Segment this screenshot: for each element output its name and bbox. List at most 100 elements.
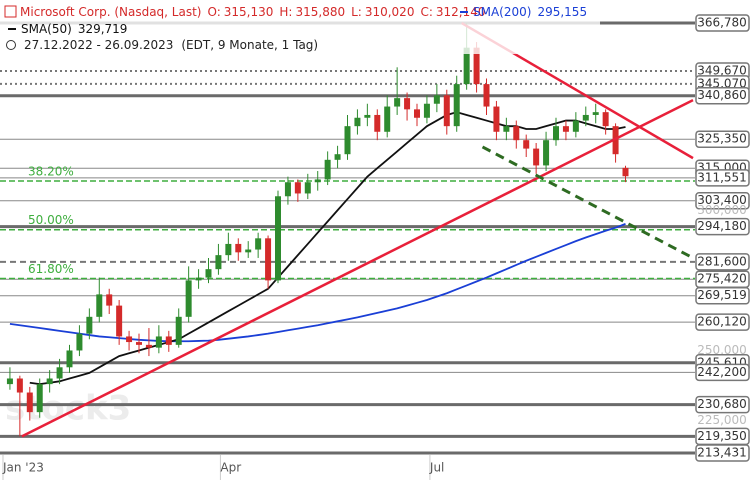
candle-body	[56, 367, 63, 379]
range-info: (EDT, 9 Monate, 1 Tag)	[181, 38, 318, 52]
candle-body	[215, 255, 222, 270]
candle-body	[354, 117, 361, 127]
candle-body	[483, 84, 490, 107]
header-bg	[0, 2, 600, 54]
legend-value: 329,719	[78, 22, 128, 36]
candle-body	[592, 112, 599, 115]
candle-body	[394, 98, 401, 107]
candle-body	[503, 126, 510, 132]
price-label: 303,400	[697, 193, 747, 207]
candle-body	[36, 384, 43, 413]
candle-body	[404, 98, 411, 110]
ohlc-label: L:	[351, 5, 362, 19]
candle-body	[423, 103, 430, 118]
candle-body	[384, 106, 391, 132]
trendline	[21, 98, 694, 438]
legend-entry: SMA(200) 295,155	[473, 5, 587, 19]
candle-body	[155, 336, 162, 348]
legend-name: SMA(50)	[21, 22, 72, 36]
candle-body	[493, 106, 500, 132]
candle-body	[235, 243, 242, 253]
candle-body	[275, 196, 281, 281]
candle-body	[533, 148, 540, 166]
price-label-box	[695, 286, 750, 305]
sma-line	[29, 111, 626, 386]
legend-value: 295,155	[537, 5, 587, 19]
x-tick-label: Jan '23	[2, 461, 44, 475]
ohlc-value: 310,020	[365, 5, 415, 19]
candle-body	[463, 47, 470, 85]
price-label: 281,600	[697, 254, 747, 268]
watermark: stock3	[5, 389, 131, 429]
price-label-box	[695, 253, 750, 271]
candle-body	[294, 182, 301, 194]
price-label: 242,200	[697, 365, 747, 379]
candle-body	[96, 294, 103, 317]
ohlc-value: 315,130	[224, 5, 274, 19]
candle-body	[265, 238, 272, 281]
fib-label: 38.20%	[28, 164, 74, 178]
candle-body	[46, 378, 53, 385]
price-label-box	[695, 444, 750, 462]
price-label: 219,350	[697, 429, 747, 443]
candle-body	[414, 109, 420, 118]
legend-entry: SMA(50) 329,719	[21, 22, 127, 36]
price-label: 340,860	[697, 88, 747, 102]
candle-body	[26, 392, 33, 413]
price-label-box	[695, 86, 750, 105]
candle-body	[245, 249, 252, 253]
candle-body	[205, 269, 212, 278]
candle-body	[582, 114, 589, 121]
candle-body	[145, 344, 152, 348]
price-label: 275,420	[697, 272, 747, 286]
price-label: 225,000	[697, 413, 747, 427]
legend-name: SMA(200)	[473, 5, 531, 19]
price-label-box	[695, 169, 750, 187]
x-tick-label: Jul	[429, 461, 444, 475]
candle-body	[106, 294, 113, 306]
candle-body	[513, 126, 520, 141]
candle-body	[374, 114, 381, 132]
candle-body	[364, 114, 371, 118]
price-label: 260,120	[697, 315, 747, 329]
candle-body	[136, 342, 142, 345]
candle-body	[562, 126, 569, 132]
candle-body	[314, 179, 321, 183]
fib-label: 50.00%	[28, 213, 74, 227]
candle-body	[116, 305, 123, 337]
price-label-box	[695, 217, 750, 236]
candle-body	[553, 126, 559, 141]
ohlc-value: 315,880	[295, 5, 345, 19]
candle-body	[622, 167, 629, 177]
price-label: 311,551	[697, 170, 747, 184]
price-label: 325,350	[697, 132, 747, 146]
price-label-box	[695, 313, 750, 331]
ohlc-label: C:	[420, 5, 432, 19]
candle-body	[86, 316, 93, 334]
candle-body	[185, 280, 192, 317]
price-label: 230,680	[697, 397, 747, 411]
candle-body	[572, 120, 579, 132]
candle-body	[165, 336, 172, 345]
candle-body	[324, 159, 331, 180]
header: Microsoft Corp. (Nasdaq, Last) O: 315,130 H…	[0, 2, 600, 54]
fib-label: 61.80%	[28, 262, 74, 276]
instrument-name: Microsoft Corp. (Nasdaq, Last)	[20, 5, 201, 19]
header-title: Microsoft Corp. (Nasdaq, Last) O: 315,130 H…	[20, 5, 486, 19]
x-tick-label: Apr	[220, 461, 241, 475]
trendline	[481, 145, 694, 260]
candle-body	[6, 378, 13, 385]
candle-body	[304, 182, 311, 194]
candle-body	[225, 243, 232, 256]
candle-body	[66, 350, 73, 368]
candle-body	[523, 140, 530, 149]
price-label-box	[695, 130, 750, 148]
chart-icon	[4, 5, 17, 18]
candle-body	[195, 277, 202, 281]
candle-body	[284, 182, 291, 197]
price-label: 349,670	[697, 64, 747, 78]
clock-icon	[6, 40, 16, 50]
candle-body	[175, 316, 182, 345]
